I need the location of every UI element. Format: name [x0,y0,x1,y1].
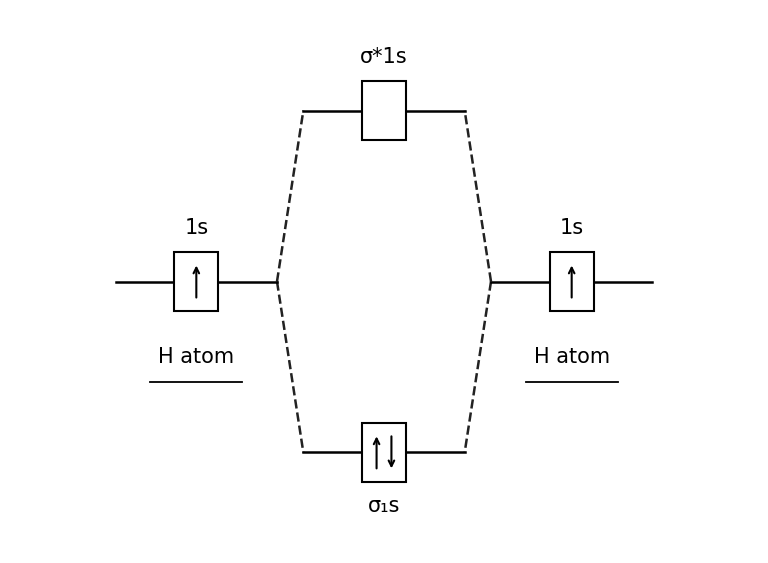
Text: 1s: 1s [184,218,208,238]
Bar [362,81,406,140]
Text: H atom: H atom [534,347,610,367]
Text: H atom: H atom [158,347,234,367]
Bar [174,252,218,311]
Text: σ₁s: σ₁s [368,496,400,516]
Text: 1s: 1s [560,218,584,238]
Bar [362,423,406,482]
Text: σ*1s: σ*1s [360,47,408,67]
Bar [550,252,594,311]
